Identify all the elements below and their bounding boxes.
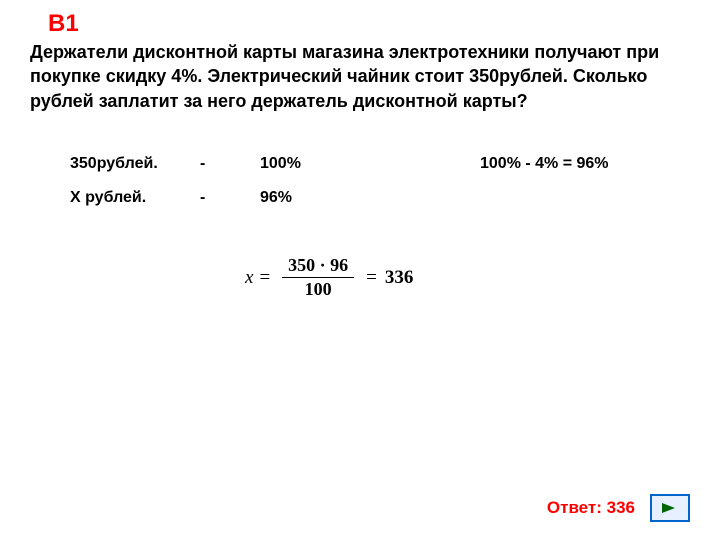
proportion-right: 96%: [260, 189, 320, 207]
fraction-denominator: 100: [305, 278, 332, 300]
proportion-dash: -: [200, 155, 260, 173]
fraction: 350 · 96 100: [282, 255, 354, 300]
formula: x = 350 · 96 100 = 336: [245, 255, 413, 300]
formula-var: x: [245, 267, 253, 289]
equals-sign: =: [366, 267, 377, 289]
problem-heading: В1: [48, 10, 79, 38]
formula-result: 336: [385, 267, 414, 289]
fraction-numerator: 350 · 96: [282, 255, 354, 278]
proportion-block: 350рублей. - 100% Х рублей. - 96%: [70, 155, 320, 223]
next-button[interactable]: [650, 494, 690, 522]
proportion-right: 100%: [260, 155, 320, 173]
proportion-left: 350рублей.: [70, 155, 200, 173]
proportion-left: Х рублей.: [70, 189, 200, 207]
arrow-right-icon: [659, 500, 681, 516]
proportion-dash: -: [200, 189, 260, 207]
equals-sign: =: [259, 267, 270, 289]
proportion-row: Х рублей. - 96%: [70, 189, 320, 207]
problem-text: Держатели дисконтной карты магазина элек…: [30, 40, 690, 113]
answer-text: Ответ: 336: [547, 498, 635, 518]
percentage-calc: 100% - 4% = 96%: [480, 155, 609, 173]
proportion-row: 350рублей. - 100%: [70, 155, 320, 173]
